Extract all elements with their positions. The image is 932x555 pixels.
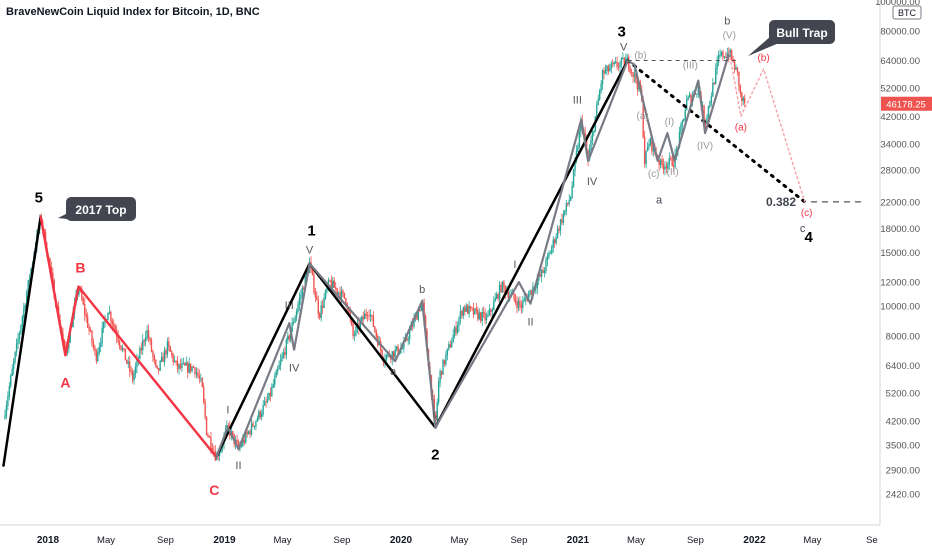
minor-wave-3 <box>434 59 629 429</box>
x-tick-label: 2019 <box>213 535 236 546</box>
minor-wave-4 <box>626 51 731 162</box>
minor-wave-label: b <box>724 16 730 28</box>
minor-wave-label: III <box>285 300 294 312</box>
primary-wave-1-3 <box>215 59 629 459</box>
x-tick-label: Sep <box>510 535 527 546</box>
y-tick-label: 18000.00 <box>880 224 920 235</box>
minor-wave-label: a <box>390 366 397 378</box>
sub-wave-label: (b) <box>757 53 769 64</box>
y-tick-label: 28000.00 <box>880 165 920 176</box>
sub-wave-label: (a) <box>735 122 747 133</box>
y-tick-label: 80000.00 <box>880 27 920 38</box>
projection-abc <box>728 51 806 203</box>
primary-wave-4-projection <box>626 59 807 204</box>
top-2017-bubble <box>66 197 136 221</box>
correction-wave-label: C <box>209 482 219 498</box>
primary-wave-5 <box>2 215 42 467</box>
y-tick-label: 22000.00 <box>880 197 920 208</box>
minor-wave-label: V <box>620 42 628 54</box>
minor-wave-label: IV <box>587 176 598 188</box>
y-tick-label: 3500.00 <box>886 441 920 452</box>
x-tick-label: 2020 <box>390 535 413 546</box>
time-axis[interactable]: 2018 May Sep 2019 May Sep 2020 May Sep 2021 May Sep… <box>0 524 880 546</box>
bull-trap-text: Bull Trap <box>776 26 827 40</box>
wave-lines <box>2 51 866 467</box>
sub-wave-label: (V) <box>723 31 736 42</box>
minor-wave-label: a <box>656 194 663 206</box>
top-2017-tail <box>58 213 76 220</box>
x-tick-label: Se <box>866 535 878 546</box>
x-tick-label: May <box>274 535 292 546</box>
x-tick-label: May <box>450 535 468 546</box>
minor-wave-label: V <box>306 245 314 257</box>
fib-0382-label: 0.382 <box>766 195 796 209</box>
currency-badge-label: BTC <box>898 8 917 18</box>
sub-wave-label: (a) <box>637 111 649 122</box>
correction-abc <box>39 215 218 459</box>
x-tick-label: 2021 <box>567 535 590 546</box>
primary-wave-label: 2 <box>431 446 439 463</box>
y-tick-label: 100000.00 <box>875 0 920 8</box>
minor-wave-1 <box>215 262 311 459</box>
x-tick-label: Sep <box>334 535 351 546</box>
minor-wave-label: c <box>800 223 806 235</box>
y-tick-label: 10000.00 <box>880 302 920 313</box>
sub-wave-label: (III) <box>683 61 698 72</box>
y-tick-label: 64000.00 <box>880 56 920 67</box>
y-tick-label: 5200.00 <box>886 388 920 399</box>
y-tick-label: 8000.00 <box>886 331 920 342</box>
y-tick-label: 42000.00 <box>880 112 920 123</box>
sub-wave-label: (b) <box>634 51 646 62</box>
y-tick-label: 12000.00 <box>880 278 920 289</box>
x-tick-label: May <box>803 535 821 546</box>
y-tick-label: 2900.00 <box>886 466 920 477</box>
wave-labels: 0.38251234ABCIIIIIIIVVabcIIIIIIIVVabc(b)… <box>35 16 835 498</box>
currency-badge[interactable] <box>892 5 922 20</box>
minor-wave-label: II <box>235 460 241 472</box>
bull-trap-tail <box>748 36 779 56</box>
x-tick-label: Sep <box>687 535 704 546</box>
price-axis[interactable]: 100000.00 80000.00 64000.00 52000.00 42000.0… <box>875 0 932 525</box>
sub-wave-label: (c) <box>801 208 813 219</box>
y-tick-label: 2420.00 <box>886 490 920 501</box>
primary-wave-label: 3 <box>618 24 626 41</box>
x-tick-label: May <box>627 535 645 546</box>
correction-wave-label: B <box>75 260 85 276</box>
last-price-tag <box>881 96 932 111</box>
top-2017-text: 2017 Top <box>75 203 126 217</box>
y-tick-label: 15000.00 <box>880 248 920 259</box>
price-bars <box>4 47 746 462</box>
x-tick-label: Sep <box>157 535 174 546</box>
x-tick-label: 2018 <box>37 535 60 546</box>
minor-wave-label: II <box>527 317 533 329</box>
primary-wave-label: 5 <box>35 189 43 206</box>
minor-wave-label: IV <box>289 363 300 375</box>
primary-wave-label: 4 <box>805 229 814 246</box>
minor-wave-label: I <box>513 259 516 271</box>
sub-wave-label: (I) <box>665 117 674 128</box>
sub-wave-label: (IV) <box>697 141 713 152</box>
minor-wave-label: c <box>433 408 439 420</box>
minor-wave-label: I <box>226 404 229 416</box>
bull-trap-bubble <box>769 20 835 44</box>
chart-title: BraveNewCoin Liquid Index for Bitcoin, 1… <box>6 6 260 18</box>
minor-wave-label: III <box>573 94 582 106</box>
y-tick-label: 52000.00 <box>880 84 920 95</box>
sub-wave-label: (c) <box>648 169 660 180</box>
last-price-label: 46178.25 <box>886 100 926 111</box>
y-tick-label: 6400.00 <box>886 361 920 372</box>
x-tick-label: 2022 <box>743 535 766 546</box>
correction-wave-label: A <box>60 374 70 390</box>
y-tick-label: 4200.00 <box>886 417 920 428</box>
x-tick-label: May <box>97 535 115 546</box>
y-tick-label: 34000.00 <box>880 140 920 151</box>
primary-wave-label: 1 <box>307 223 315 240</box>
minor-wave-2 <box>308 262 437 429</box>
minor-wave-label: b <box>419 284 425 296</box>
sub-wave-label: (II) <box>667 167 679 178</box>
